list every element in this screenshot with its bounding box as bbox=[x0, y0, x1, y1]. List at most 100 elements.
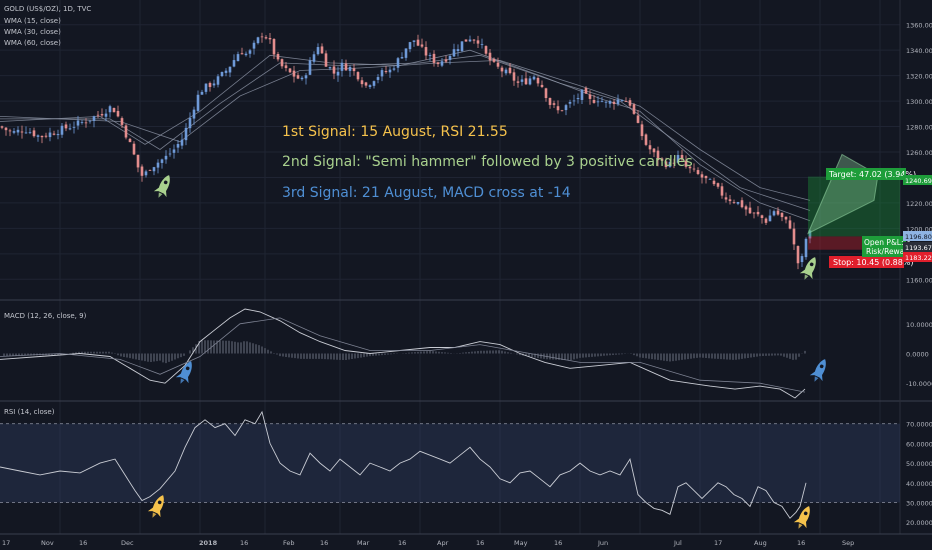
time-tick-label: Apr bbox=[437, 539, 449, 547]
target-label: Target: 47.02 (3.94%) bbox=[826, 168, 916, 180]
candle-body bbox=[764, 218, 768, 223]
candle-body bbox=[324, 53, 328, 67]
time-axis[interactable]: 17 Nov 16 Dec 2018 16 Feb 16 Mar 16 Apr 16 May 16 Jun J… bbox=[0, 533, 932, 547]
candle-body bbox=[104, 113, 108, 117]
candle-body bbox=[792, 228, 796, 245]
candle-body bbox=[776, 210, 780, 215]
rocket-fin bbox=[147, 506, 155, 512]
price-panel[interactable] bbox=[0, 32, 812, 270]
legend-wma30[interactable]: WMA (30, close) bbox=[4, 28, 61, 36]
candle-body bbox=[740, 200, 744, 208]
time-tick-label: 17 bbox=[714, 539, 722, 547]
rocket-body bbox=[152, 495, 164, 514]
time-tick-label: Sep bbox=[842, 539, 854, 547]
candle-body bbox=[700, 174, 704, 178]
candle-body bbox=[180, 139, 184, 146]
time-tick-label: Jun bbox=[597, 539, 608, 547]
legend-symbol: GOLD (US$/OZ), 1D, TVC bbox=[4, 5, 91, 13]
candle-body bbox=[44, 135, 48, 137]
rsi-panel[interactable]: RSI (14, close) 70.0000 60.0000 50.0000 40.… bbox=[0, 408, 932, 527]
candle-body bbox=[724, 197, 728, 200]
candle-body bbox=[380, 70, 384, 77]
candle-body bbox=[4, 127, 8, 131]
candle-body bbox=[340, 62, 344, 71]
time-tick-label: Nov bbox=[41, 539, 54, 547]
time-tick-label: 17 bbox=[2, 539, 10, 547]
candle-body bbox=[212, 83, 216, 86]
candle-body bbox=[248, 50, 252, 54]
candle-body bbox=[152, 167, 156, 172]
candle-body bbox=[364, 82, 368, 86]
rocket-body bbox=[814, 359, 826, 378]
candle-body bbox=[200, 91, 204, 95]
time-tick-label: 16 bbox=[320, 539, 328, 547]
candle-body bbox=[400, 57, 404, 59]
rocket-icon bbox=[175, 361, 192, 384]
time-tick-label: Feb bbox=[283, 539, 295, 547]
candle-body bbox=[736, 201, 740, 204]
candle-body bbox=[92, 116, 96, 121]
candle-body bbox=[292, 70, 296, 77]
legend: GOLD (US$/OZ), 1D, TVC WMA (15, close) W… bbox=[4, 5, 91, 47]
candle-body bbox=[204, 83, 208, 92]
candle-body bbox=[432, 53, 436, 63]
candle-body bbox=[120, 118, 124, 125]
candle-body bbox=[532, 76, 536, 80]
candle-body bbox=[504, 69, 508, 74]
candle-body bbox=[124, 125, 128, 138]
candle-body bbox=[676, 155, 680, 163]
legend-wma15[interactable]: WMA (15, close) bbox=[4, 17, 61, 25]
candle-body bbox=[644, 134, 648, 145]
macd-signal-line bbox=[0, 317, 806, 393]
candle-body bbox=[88, 120, 92, 122]
macd-panel[interactable]: MACD (12, 26, close, 9) 10.0000 0.0000 -10… bbox=[0, 308, 932, 399]
legend-wma60[interactable]: WMA (60, close) bbox=[4, 39, 61, 47]
candle-body bbox=[344, 63, 348, 71]
candle-body bbox=[48, 132, 52, 138]
candle-body bbox=[252, 42, 256, 49]
price-tick-label: 1320.00 bbox=[906, 73, 932, 81]
target-label-text: Target: 47.02 (3.94%) bbox=[828, 170, 916, 179]
price-tick-label: 1220.00 bbox=[906, 200, 932, 208]
candle-body bbox=[28, 132, 32, 134]
candle-body bbox=[804, 238, 808, 258]
last-price-tag: 1196.80 bbox=[905, 233, 932, 241]
candle-body bbox=[592, 100, 596, 103]
candle-body bbox=[608, 101, 612, 104]
macd-histogram bbox=[3, 340, 806, 364]
time-tick-label: 2018 bbox=[199, 539, 218, 547]
candle-body bbox=[660, 158, 664, 161]
candle-body bbox=[36, 135, 40, 137]
candle-body bbox=[780, 212, 784, 218]
candle-body bbox=[68, 128, 72, 130]
candle-body bbox=[636, 115, 640, 123]
time-tick-label: Aug bbox=[754, 539, 767, 547]
candle-body bbox=[0, 126, 4, 128]
candle-body bbox=[416, 39, 420, 46]
candle-body bbox=[656, 150, 660, 161]
candle-body bbox=[288, 68, 292, 73]
price-tags: 1240.69 1196.80 1193.67 1183.22 bbox=[903, 175, 932, 262]
candle-body bbox=[264, 37, 268, 39]
long-position-tool[interactable]: Target: 47.02 (3.94%) Stop: 10.45 (0.88%… bbox=[806, 153, 916, 269]
candle-body bbox=[76, 120, 80, 126]
candle-body bbox=[300, 77, 304, 80]
rocket-fin bbox=[803, 520, 807, 529]
candle-body bbox=[232, 60, 236, 67]
candle-body bbox=[176, 144, 180, 148]
candle-body bbox=[560, 110, 564, 112]
candle-body bbox=[332, 66, 336, 74]
candle-body bbox=[156, 162, 160, 168]
candle-body bbox=[672, 162, 676, 164]
candle-body bbox=[320, 46, 324, 54]
candle-body bbox=[436, 62, 440, 65]
candle-body bbox=[800, 256, 804, 263]
price-tick-label: 1280.00 bbox=[906, 124, 932, 132]
candle-body bbox=[308, 60, 312, 75]
candle-body bbox=[448, 55, 452, 60]
rocket-flame bbox=[804, 274, 809, 280]
candle-body bbox=[160, 159, 164, 163]
candle-body bbox=[268, 37, 272, 40]
time-tick-label: 16 bbox=[240, 539, 248, 547]
